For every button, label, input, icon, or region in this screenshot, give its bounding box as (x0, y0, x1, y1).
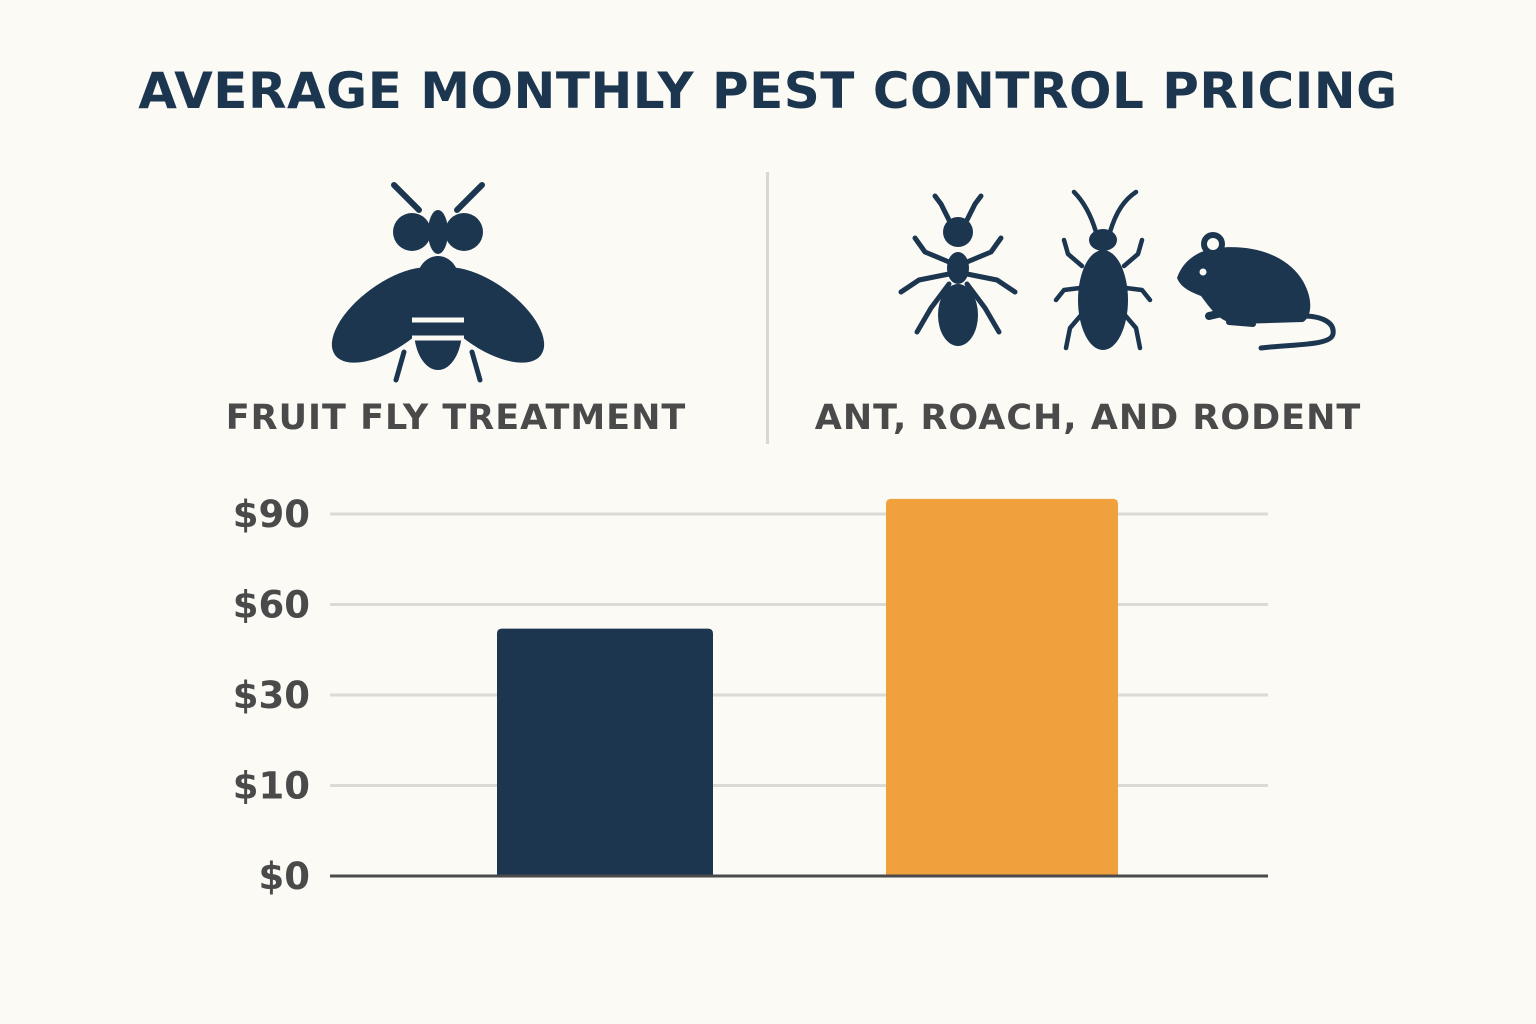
chart-title: AVERAGE MONTHLY PEST CONTROL PRICING (138, 62, 1398, 120)
y-tick-label: $0 (259, 855, 311, 898)
ant-icon (898, 193, 1018, 346)
fly-icon (331, 182, 545, 383)
category-label-ant-roach-rodent: ANT, ROACH, AND RODENT (814, 398, 1362, 438)
y-tick-label: $90 (233, 493, 310, 536)
section-divider (766, 172, 769, 444)
bar (886, 498, 1118, 876)
y-tick-label: $60 (233, 584, 310, 627)
rodent-icon (1177, 232, 1336, 351)
y-tick-label: $10 (233, 765, 310, 808)
y-tick-label: $30 (233, 674, 310, 717)
category-label-fruit-fly: FRUIT FLY TREATMENT (225, 398, 687, 438)
cockroach-icon (1053, 189, 1153, 351)
bar (497, 628, 713, 876)
